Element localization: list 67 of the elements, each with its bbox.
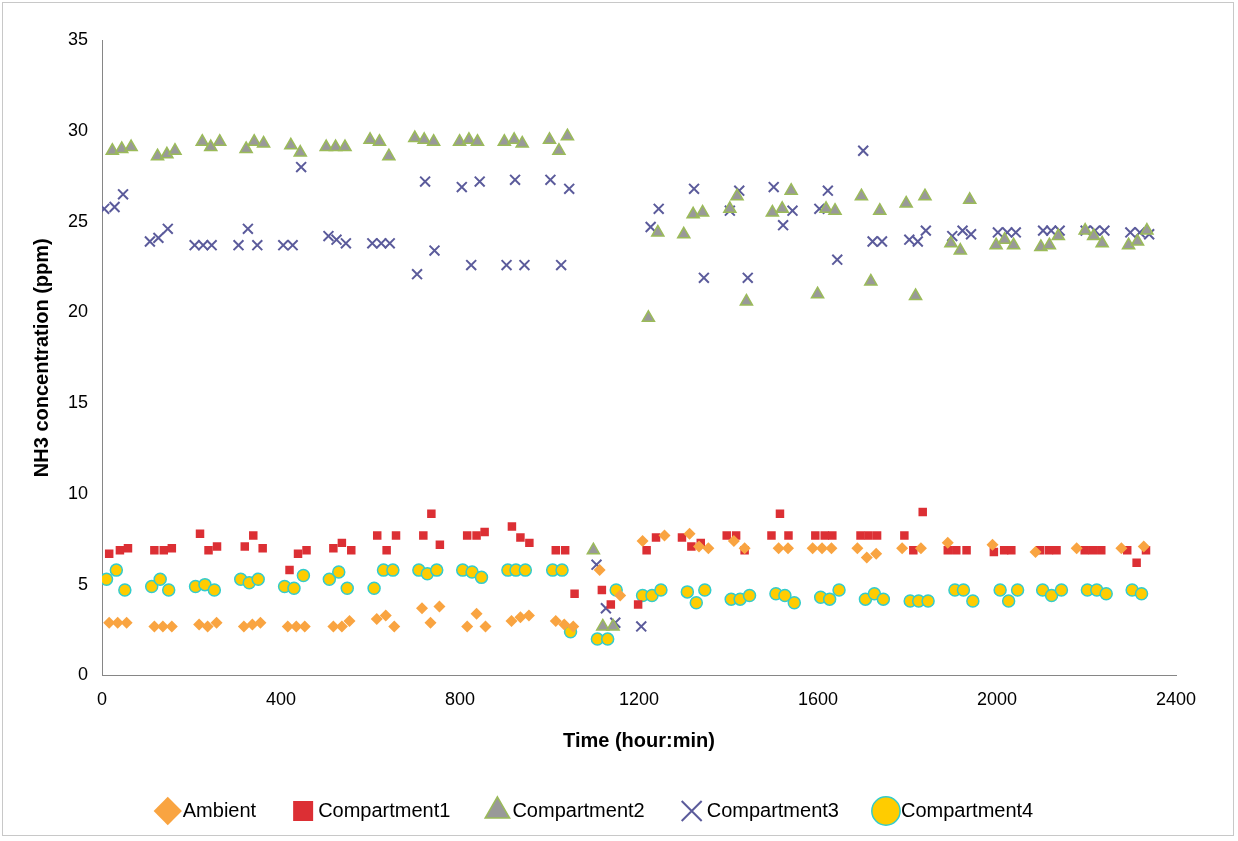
point (896, 542, 909, 555)
point (558, 618, 571, 631)
point (782, 542, 795, 555)
point (461, 620, 474, 633)
point (806, 542, 819, 555)
point (658, 529, 671, 542)
point (370, 613, 383, 626)
y-tick-label: 25 (67, 210, 89, 231)
point (379, 609, 392, 622)
x-axis-title: Time (hour:min) (563, 728, 715, 751)
x-tick-label: 2000 (976, 689, 1018, 710)
point (986, 538, 999, 551)
point (1029, 545, 1042, 558)
x-tick-label: 400 (265, 689, 297, 710)
y-axis-title: NH3 concentration (ppm) (29, 238, 52, 478)
point (702, 542, 715, 555)
point (692, 540, 705, 553)
point (941, 536, 954, 549)
point (567, 620, 580, 633)
x-tick-label: 2400 (1155, 689, 1197, 710)
point (522, 609, 535, 622)
point (825, 542, 838, 555)
y-tick-label: 5 (78, 573, 89, 594)
x-tick-label: 800 (444, 689, 476, 710)
point (593, 564, 606, 577)
point (860, 551, 873, 564)
legend-label: Compartment2 (512, 798, 645, 821)
legend-label: Compartment1 (318, 798, 451, 821)
point (479, 620, 492, 633)
x-tick-label: 1600 (797, 689, 839, 710)
point (201, 620, 214, 633)
point (1137, 540, 1150, 553)
legend-label: Compartment4 (900, 798, 1034, 821)
point (433, 600, 446, 613)
legend-label: Ambient (182, 798, 257, 821)
point (1115, 542, 1128, 555)
point (246, 618, 259, 631)
point (870, 547, 883, 560)
y-tick-label: 0 (78, 664, 89, 685)
point (254, 616, 267, 629)
y-tick-label: 10 (67, 482, 89, 503)
point (636, 535, 649, 548)
point (415, 602, 428, 615)
point (470, 607, 483, 620)
point (772, 542, 785, 555)
point (514, 611, 527, 624)
y-tick-label: 30 (67, 119, 89, 140)
y-tick-label: 35 (67, 28, 89, 49)
point (914, 542, 927, 555)
point (388, 620, 401, 633)
x-tick-label: 1200 (618, 689, 660, 710)
point (424, 616, 437, 629)
point (505, 614, 518, 627)
point (683, 527, 696, 540)
point (343, 614, 356, 627)
point (549, 614, 562, 627)
point (1070, 542, 1083, 555)
legend-label: Compartment3 (706, 798, 839, 821)
y-tick-label: 20 (67, 301, 89, 322)
point (210, 616, 223, 629)
point (851, 542, 864, 555)
point (193, 618, 206, 631)
point (614, 589, 627, 602)
y-tick-label: 15 (67, 392, 89, 413)
x-tick-label: 0 (97, 689, 108, 710)
point (727, 535, 740, 548)
point (237, 620, 250, 633)
